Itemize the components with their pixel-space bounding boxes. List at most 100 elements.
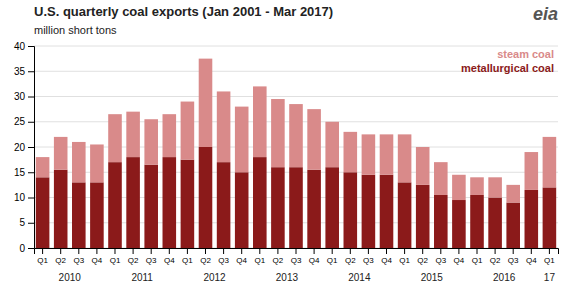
x-tick-mark: [277, 248, 278, 254]
y-tick-mark: [28, 248, 34, 249]
bar: [380, 175, 394, 248]
y-tick-mark: [28, 147, 34, 148]
bar: [325, 167, 339, 248]
x-tick-mark: [404, 248, 405, 254]
x-tick: Q3: [73, 248, 84, 265]
x-tick-label: Q2: [200, 256, 211, 265]
bar: [181, 160, 195, 248]
x-tick-mark: [114, 248, 115, 254]
bar: [434, 162, 448, 195]
y-axis-title: million short tons: [34, 24, 117, 36]
y-axis: 0510152025303540: [14, 41, 35, 254]
x-tick: Q4: [454, 248, 465, 265]
bar: [289, 104, 303, 167]
bar: [72, 182, 86, 248]
y-tick: 5: [19, 217, 34, 228]
bar: [54, 170, 68, 248]
y-tick-label: 25: [14, 116, 26, 127]
bar: [344, 132, 358, 172]
x-axis: Q1Q2Q3Q4Q1Q2Q3Q4Q1Q2Q3Q4Q1Q2Q3Q4Q1Q2Q3Q4…: [35, 248, 559, 265]
bar: [163, 114, 177, 157]
y-axis-line: [28, 47, 35, 249]
bar: [126, 112, 140, 157]
bar: [398, 182, 412, 248]
x-tick-mark: [205, 248, 206, 254]
y-tick: 35: [14, 66, 34, 77]
x-tick-label: Q3: [291, 256, 302, 265]
title: U.S. quarterly coal exports (Jan 2001 - …: [34, 4, 333, 19]
x-tick-mark: [96, 248, 97, 254]
bar: [289, 167, 303, 248]
bar: [36, 157, 50, 177]
bar: [506, 203, 520, 248]
x-tick-label: Q2: [490, 256, 501, 265]
x-tick-label: Q2: [417, 256, 428, 265]
x-tick-mark: [477, 248, 478, 254]
x-tick: Q3: [291, 248, 302, 265]
x-tick-label: Q1: [110, 256, 121, 265]
x-tick: Q1: [472, 248, 483, 265]
x-tick-mark: [386, 248, 387, 254]
x-tick: Q4: [164, 248, 175, 265]
x-tick-mark: [458, 248, 459, 254]
bar: [452, 175, 466, 200]
bar: [54, 137, 68, 170]
bar: [144, 165, 158, 248]
x-tick-label: Q4: [526, 256, 537, 265]
y-tick-label: 15: [14, 167, 26, 178]
x-tick: Q1: [182, 248, 193, 265]
x-tick-mark: [440, 248, 441, 254]
bar: [416, 147, 430, 185]
bar: [144, 119, 158, 164]
legend-entry: metallurgical coal: [461, 62, 554, 74]
x-tick-label: Q1: [182, 256, 193, 265]
group-label: 2014: [348, 272, 371, 283]
plot-area: 0510152025303540Q1Q2Q3Q4Q1Q2Q3Q4Q1Q2Q3Q4…: [14, 41, 559, 283]
bar: [72, 142, 86, 182]
group-labels: 201020112012201320142015201617: [59, 272, 556, 283]
x-tick-label: Q4: [92, 256, 103, 265]
x-tick-mark: [314, 248, 315, 254]
x-tick-mark: [495, 248, 496, 254]
bar: [325, 122, 339, 167]
x-tick-mark: [332, 248, 333, 254]
y-tick: 15: [14, 167, 34, 178]
bar: [362, 175, 376, 248]
bar: [380, 134, 394, 174]
chart: 0510152025303540Q1Q2Q3Q4Q1Q2Q3Q4Q1Q2Q3Q4…: [0, 0, 572, 288]
bar: [525, 190, 539, 248]
x-tick-label: Q1: [544, 256, 555, 265]
bar: [36, 177, 50, 248]
bar: [452, 200, 466, 248]
y-tick-mark: [28, 198, 34, 199]
bar: [126, 157, 140, 248]
y-tick-label: 20: [14, 142, 26, 153]
x-tick-mark: [368, 248, 369, 254]
x-tick-label: Q3: [508, 256, 519, 265]
y-tick-label: 5: [19, 217, 25, 228]
series-bars: [36, 59, 556, 203]
bar: [344, 172, 358, 248]
group-label: 2011: [131, 272, 153, 283]
bar: [506, 185, 520, 203]
x-tick-mark: [241, 248, 242, 254]
x-tick-label: Q1: [399, 256, 410, 265]
group-label: 2013: [276, 272, 299, 283]
x-tick-label: Q2: [128, 256, 139, 265]
x-tick: Q2: [345, 248, 356, 265]
bar: [217, 162, 231, 248]
y-tick: 10: [14, 192, 34, 203]
x-tick-label: Q3: [146, 256, 157, 265]
grid-line: [34, 46, 558, 47]
x-tick-mark: [296, 248, 297, 254]
bar: [488, 177, 502, 197]
x-tick-label: Q4: [309, 256, 320, 265]
x-tick: Q1: [399, 248, 410, 265]
x-tick-mark: [187, 248, 188, 254]
x-tick-label: Q4: [164, 256, 175, 265]
x-tick: Q2: [417, 248, 428, 265]
x-tick-mark: [531, 248, 532, 254]
bar: [525, 152, 539, 190]
x-tick: Q2: [55, 248, 66, 265]
bar: [470, 195, 484, 248]
